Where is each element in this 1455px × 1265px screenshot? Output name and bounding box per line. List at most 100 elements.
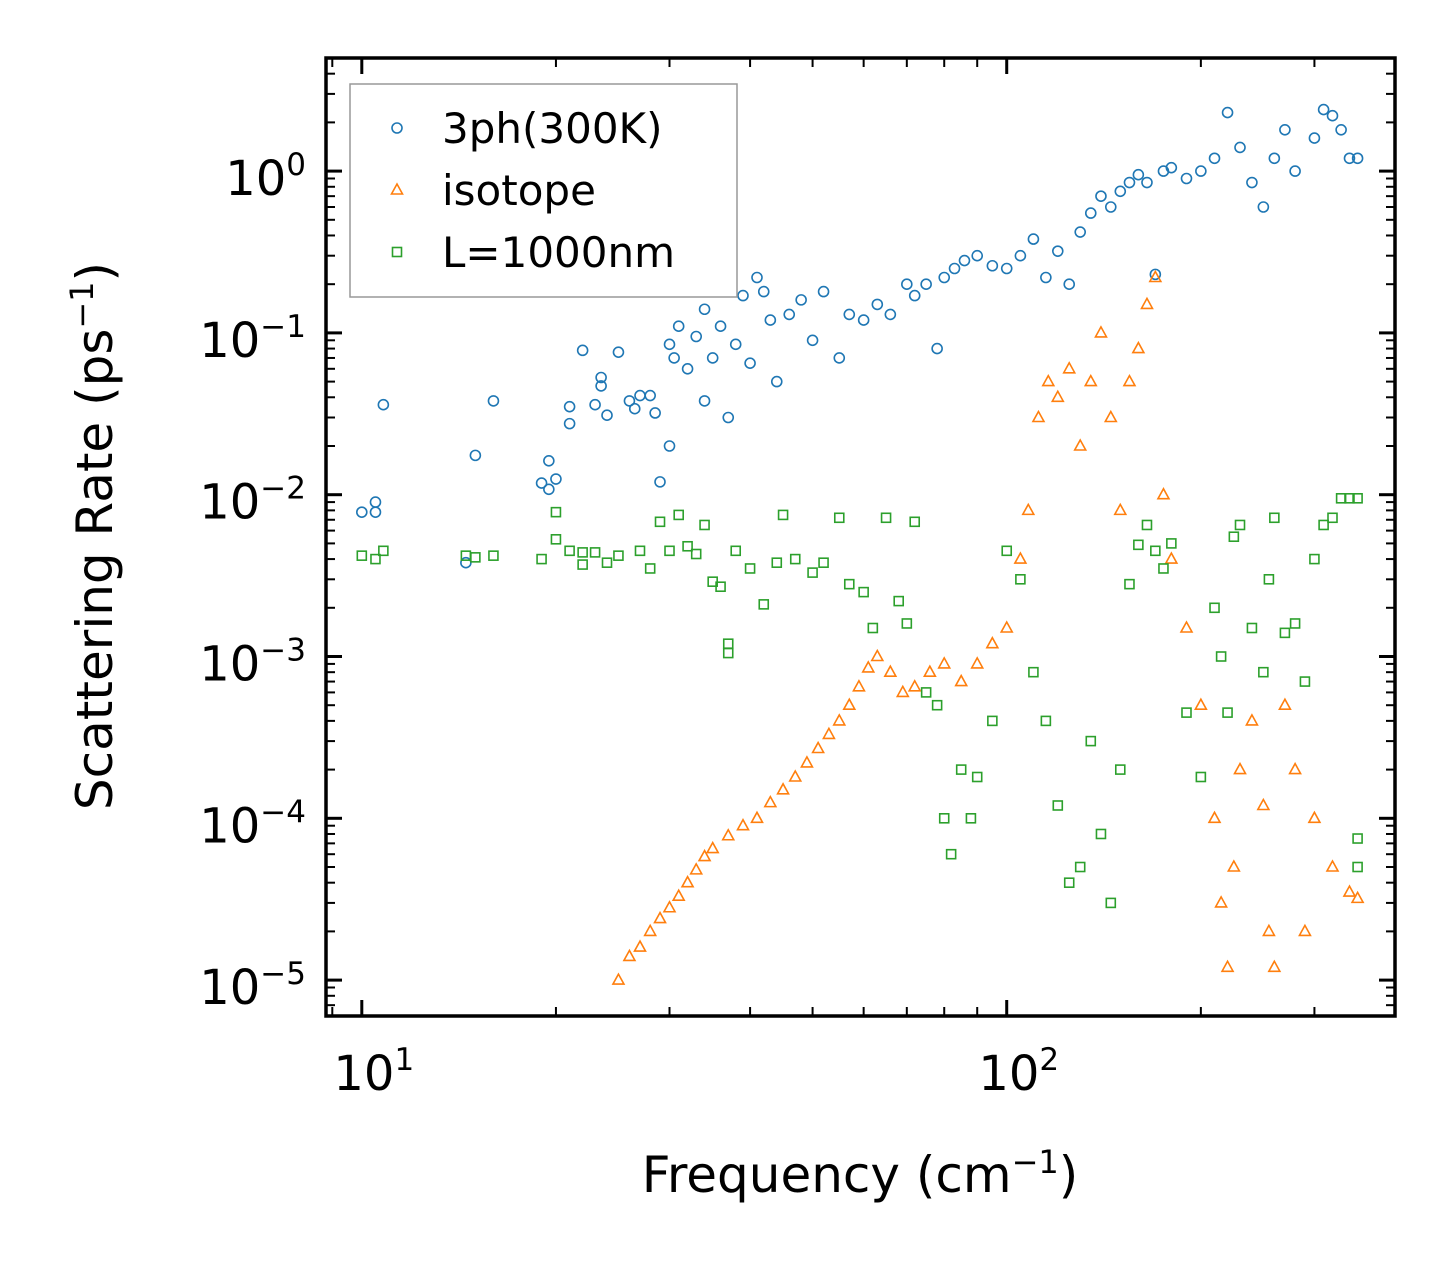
x-axis-label: Frequency (cm−1) [642,1143,1079,1204]
data-point-triangle [1256,797,1271,811]
data-point-circle [460,556,472,569]
data-point-circle [1208,152,1221,165]
data-point-triangle [1194,697,1208,711]
legend-label: isotope [442,166,596,215]
data-point-circle [563,417,576,430]
data-point-square [1133,539,1144,551]
data-point-triangle [1131,340,1146,354]
data-point-circle [543,454,555,467]
data-point-triangle [1113,502,1128,516]
data-point-square [550,534,562,545]
data-point-square [867,622,879,634]
data-point-triangle [1278,697,1292,711]
data-point-triangle [776,782,790,795]
data-point-triangle [653,910,667,924]
data-point-triangle [643,923,658,937]
data-point-circle [1343,152,1356,165]
data-point-circle [1095,190,1107,202]
data-point-circle [377,398,390,411]
data-point-circle [901,278,913,290]
data-point-square [488,550,499,561]
data-point-circle [884,308,897,321]
data-point-triangle [800,755,814,768]
data-point-circle [1268,152,1281,165]
data-point-circle [806,334,819,347]
data-point-square [1263,574,1275,585]
data-point-circle [1051,245,1064,257]
data-point-circle [369,496,382,508]
data-point-triangle [1041,373,1056,387]
data-point-square [1209,602,1220,614]
data-point-circle [654,476,666,488]
data-point-triangle [736,818,750,831]
data-point-triangle [763,794,778,808]
data-point-circle [1221,106,1234,119]
data-point-circle [1114,185,1127,198]
data-point-circle [1123,176,1136,189]
data-point-circle [487,395,500,407]
data-point-square [807,567,818,578]
data-point-triangle [1233,761,1247,775]
data-point-square [1158,563,1169,574]
data-point-circle [1246,176,1258,189]
data-point-triangle [1245,713,1259,726]
data-point-square [920,687,932,698]
data-point-triangle [895,684,910,698]
data-point-triangle [1156,487,1171,500]
data-point-triangle [1122,373,1137,387]
data-point-triangle [1342,884,1357,897]
y-tick-label: 10−5 [199,956,306,1016]
legend-marker-square [391,246,403,258]
data-point-triangle [680,875,695,888]
data-point-circle [706,352,719,364]
data-point-square [577,559,588,570]
data-point-square [1015,574,1026,585]
data-point-circle [1335,123,1347,136]
data-point-circle [589,398,601,411]
data-point-circle [1141,176,1153,189]
data-point-circle [783,308,796,321]
data-point-circle [1063,278,1076,290]
data-point-circle [672,320,685,332]
data-point-square [1124,578,1135,590]
data-point-square [1095,828,1107,840]
data-point-circle [1317,103,1330,116]
legend-label: L=1000nm [442,228,675,277]
data-point-square [682,540,693,552]
tick-labels: 101 102 100 10−1 10−2 10−3 10−4 10−5 [199,147,1059,1102]
data-point-circle [1257,201,1270,213]
data-point-triangle [697,848,712,862]
data-point-circle [595,371,607,384]
data-point-square [577,547,588,558]
data-point-triangle [811,740,825,754]
data-point-square [1234,519,1246,531]
data-point-square [1114,764,1126,775]
data-point-circle [757,285,770,298]
data-point-square [1195,771,1207,783]
data-point-square [1141,519,1153,531]
data-point-triangle [1307,810,1322,824]
data-point-triangle [1207,810,1222,824]
data-point-triangle [1073,438,1088,451]
x-tick-label: 101 [333,1042,414,1102]
data-point-triangle [1083,373,1098,387]
y-axis-label: Scattering Rate (ps−1) [63,262,124,810]
data-point-square [1150,545,1161,557]
data-point-triangle [1148,269,1163,283]
data-point-triangle [671,888,686,902]
data-point-circle [871,298,884,311]
data-point-square [673,509,684,521]
data-point-circle [356,506,368,518]
data-point-circle [550,473,562,485]
data-point-triangle [788,769,803,782]
data-point-triangle [1226,859,1241,872]
data-point-triangle [907,679,922,692]
data-point-square [909,516,921,528]
data-point-square [833,512,845,524]
data-point-circle [1040,271,1052,284]
data-point-square [880,512,892,524]
axes-border [324,56,1397,1018]
data-point-triangle [1267,959,1282,973]
series-circle [356,103,1364,569]
data-point-square [1352,833,1363,844]
